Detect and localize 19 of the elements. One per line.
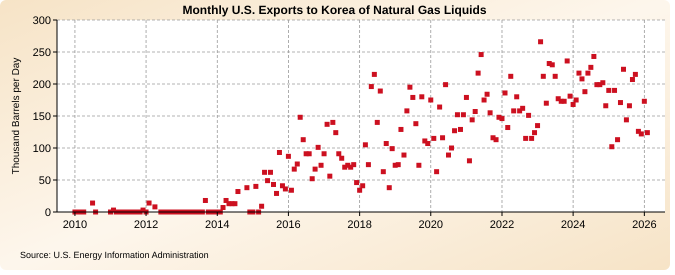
y-tick-label: 250 [32,46,51,59]
x-tick-label: 2020 [418,219,444,231]
y-axis-title: Thousand Barrels per Day [11,58,22,174]
x-tick-label: 2010 [62,219,88,231]
x-tick-label: 2024 [560,219,586,231]
x-tick-label: 2026 [632,219,657,231]
y-tick-label: 50 [38,174,51,187]
x-tick-label: 2022 [490,219,514,231]
x-tick-label: 2012 [134,219,158,231]
y-tick-label: 0 [44,206,51,219]
x-tick-label: 2014 [205,219,230,231]
x-tick-label: 2016 [276,219,301,231]
x-tick-label: 2018 [347,219,372,231]
y-tick-label: 200 [32,78,51,91]
y-tick-label: 100 [32,142,51,155]
y-tick-label: 300 [32,14,51,27]
source-note: Source: U.S. Energy Information Administration [20,250,209,260]
chart-title: Monthly U.S. Exports to Korea of Natural Gas Liquids [182,3,487,17]
y-tick-label: 150 [32,110,51,123]
